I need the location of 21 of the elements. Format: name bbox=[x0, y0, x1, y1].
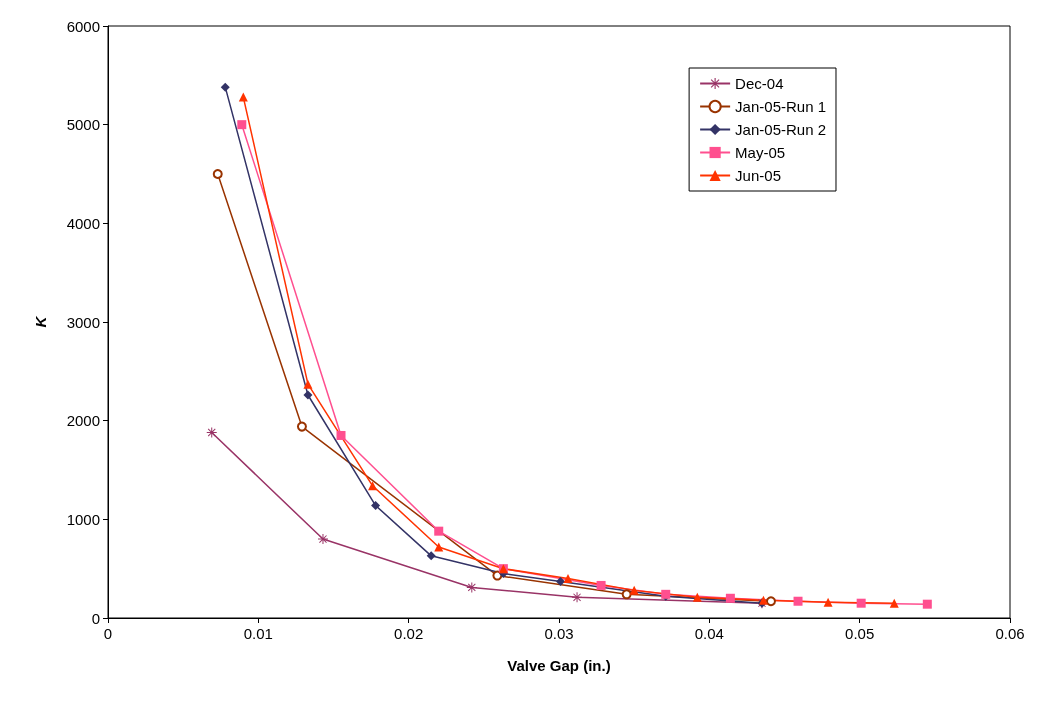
x-tick-label: 0.02 bbox=[394, 625, 424, 642]
legend-label: May-05 bbox=[735, 144, 786, 161]
legend-label: Dec-04 bbox=[735, 75, 784, 92]
y-axis-title: K bbox=[32, 315, 49, 328]
x-tick-label: 0.03 bbox=[544, 625, 574, 642]
x-tick-label: 0.01 bbox=[243, 625, 273, 642]
x-tick-label: 0 bbox=[103, 625, 113, 642]
x-tick-label: 0.06 bbox=[995, 625, 1025, 642]
y-tick-label: 2000 bbox=[66, 412, 100, 430]
x-tick-label: 0.05 bbox=[845, 625, 875, 642]
legend-label: Jan-05-Run 2 bbox=[735, 121, 826, 138]
y-tick-label: 3000 bbox=[66, 313, 100, 331]
x-tick-label: 0.04 bbox=[694, 625, 724, 642]
y-tick-label: 6000 bbox=[66, 17, 100, 35]
y-tick-label: 4000 bbox=[66, 214, 100, 232]
y-tick-label: 1000 bbox=[66, 510, 100, 528]
legend-label: Jun-05 bbox=[735, 167, 781, 184]
legend-label: Jan-05-Run 1 bbox=[735, 98, 826, 115]
y-tick-label: 0 bbox=[91, 609, 100, 627]
y-tick-label: 5000 bbox=[66, 116, 100, 134]
x-axis-title: Valve Gap (in.) bbox=[507, 657, 611, 674]
